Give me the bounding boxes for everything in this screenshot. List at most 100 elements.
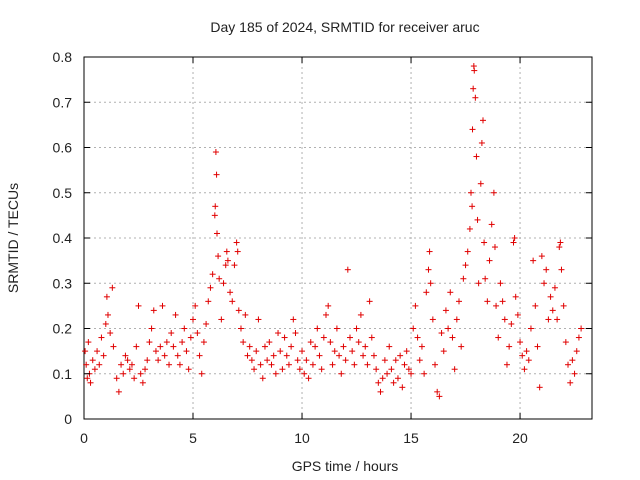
data-point <box>423 289 430 296</box>
data-point <box>148 325 155 332</box>
data-point <box>279 366 286 373</box>
data-point <box>349 348 356 355</box>
data-point <box>87 379 94 386</box>
data-point <box>327 339 334 346</box>
data-point <box>488 221 495 228</box>
data-point <box>377 388 384 395</box>
data-point <box>285 361 292 368</box>
data-points <box>82 63 585 400</box>
data-point <box>244 352 251 359</box>
data-point <box>209 271 216 278</box>
data-point <box>234 248 241 255</box>
data-point <box>212 203 219 210</box>
y-tick-label: 0.4 <box>53 230 73 246</box>
data-point <box>503 361 510 368</box>
data-point <box>268 361 275 368</box>
data-point <box>474 216 481 223</box>
data-point <box>478 139 485 146</box>
data-point <box>521 366 528 373</box>
data-point <box>458 343 465 350</box>
data-point <box>514 311 521 318</box>
data-point <box>196 352 203 359</box>
data-point <box>475 280 482 287</box>
data-point <box>200 339 207 346</box>
data-point <box>261 343 268 350</box>
data-point <box>362 343 369 350</box>
data-point <box>510 239 517 246</box>
data-point <box>190 316 197 323</box>
data-point <box>501 316 508 323</box>
data-point <box>323 311 330 318</box>
data-point <box>223 248 230 255</box>
data-point <box>237 325 244 332</box>
data-point <box>471 67 478 74</box>
y-tick-label: 0.5 <box>53 185 73 201</box>
data-point <box>213 171 220 178</box>
data-point <box>133 343 140 350</box>
data-point <box>523 348 530 355</box>
data-point <box>82 348 89 355</box>
data-point <box>497 280 504 287</box>
data-point <box>530 257 537 264</box>
data-point <box>386 343 393 350</box>
data-point <box>264 357 271 364</box>
x-tick-label: 0 <box>80 430 88 446</box>
data-point <box>464 248 471 255</box>
data-point <box>233 239 240 246</box>
data-point <box>543 266 550 273</box>
data-point <box>486 257 493 264</box>
data-point <box>456 298 463 305</box>
data-point <box>460 275 467 282</box>
data-point <box>578 325 585 332</box>
data-point <box>414 334 421 341</box>
data-point <box>534 343 541 350</box>
data-point <box>331 348 338 355</box>
data-point <box>198 370 205 377</box>
data-point <box>203 320 210 327</box>
data-point <box>292 330 299 337</box>
data-point <box>394 375 401 382</box>
x-tick-label: 20 <box>512 430 528 446</box>
data-point <box>142 366 149 373</box>
data-point <box>375 379 382 386</box>
data-point <box>231 262 238 269</box>
data-point <box>224 257 231 264</box>
data-point <box>163 339 170 346</box>
data-point <box>89 357 96 364</box>
data-point <box>152 348 159 355</box>
data-point <box>275 330 282 337</box>
y-tick-label: 0.2 <box>53 321 73 337</box>
data-point <box>438 330 445 337</box>
data-point <box>229 298 236 305</box>
grid-lines <box>84 57 592 419</box>
data-point <box>192 302 199 309</box>
data-point <box>85 339 92 346</box>
data-point <box>549 307 556 314</box>
data-point <box>473 153 480 160</box>
data-point <box>336 352 343 359</box>
data-point <box>445 325 452 332</box>
data-point <box>418 343 425 350</box>
data-point <box>511 235 518 241</box>
data-point <box>508 320 515 327</box>
data-point <box>124 357 131 364</box>
data-point <box>176 361 183 368</box>
data-point <box>122 352 129 359</box>
data-point <box>442 307 449 314</box>
data-point <box>277 348 284 355</box>
data-point <box>449 334 456 341</box>
data-point <box>155 357 162 364</box>
y-tick-label: 0.1 <box>53 366 73 382</box>
data-point <box>493 302 500 309</box>
data-point <box>131 375 138 382</box>
data-point <box>392 357 399 364</box>
data-point <box>525 357 532 364</box>
data-point <box>567 379 574 386</box>
data-point <box>353 325 360 332</box>
data-point <box>560 302 567 309</box>
data-point <box>329 361 336 368</box>
data-point <box>207 284 214 291</box>
data-point <box>357 311 364 318</box>
data-point <box>538 253 545 260</box>
data-point <box>168 330 175 337</box>
